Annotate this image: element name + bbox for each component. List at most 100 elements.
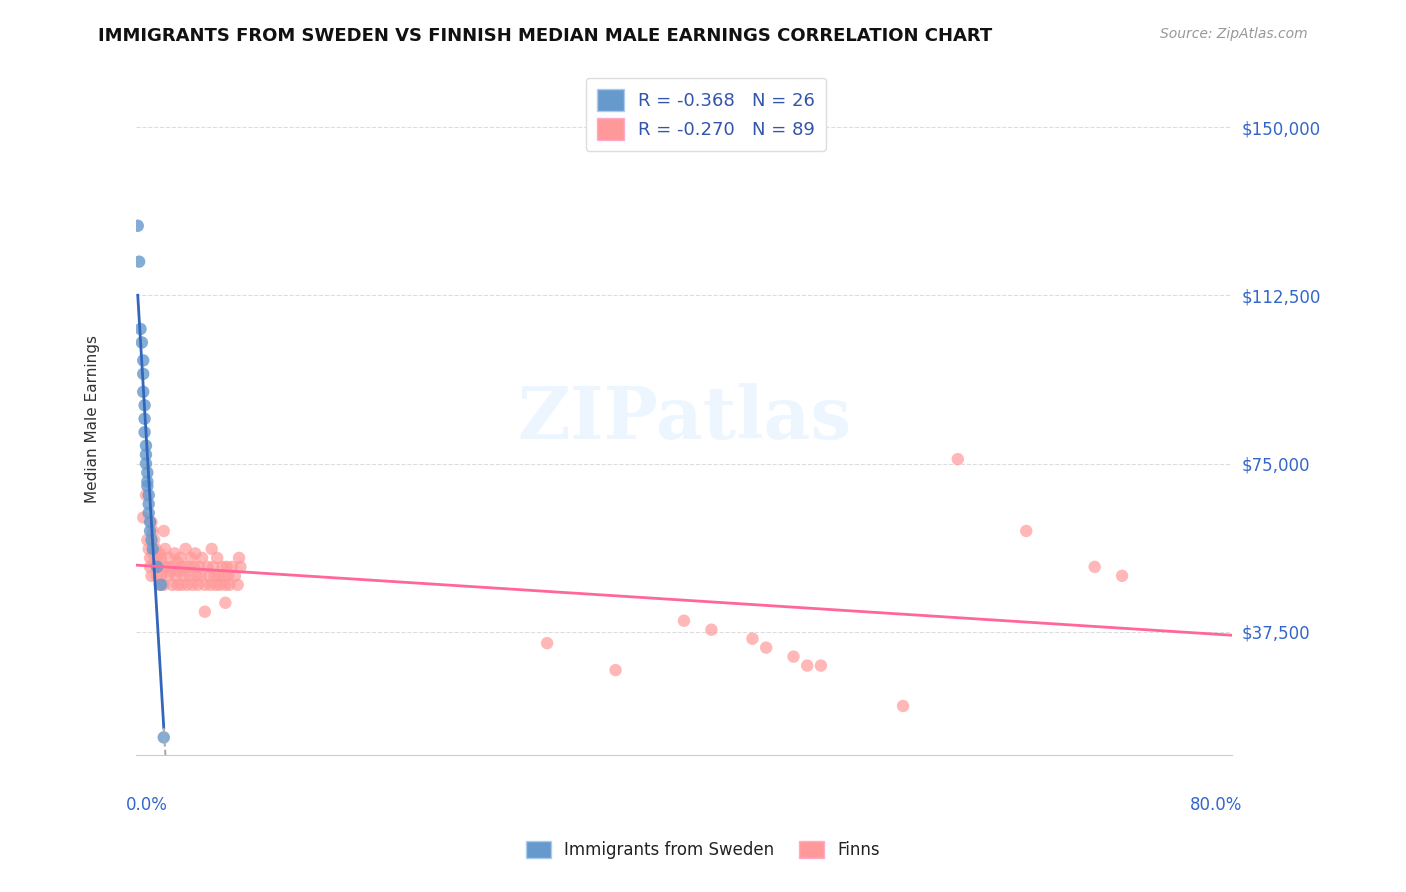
Point <box>146 559 169 574</box>
Point <box>134 398 156 412</box>
Point <box>207 569 229 583</box>
Point <box>134 411 156 425</box>
Point <box>157 550 180 565</box>
Text: Source: ZipAtlas.com: Source: ZipAtlas.com <box>1160 27 1308 41</box>
Point <box>135 457 157 471</box>
Point <box>1015 524 1038 538</box>
Point <box>138 497 160 511</box>
Point <box>181 578 204 592</box>
Point <box>176 578 198 592</box>
Point <box>153 541 176 556</box>
Point <box>165 569 187 583</box>
Text: 0.0%: 0.0% <box>125 796 167 814</box>
Point <box>204 578 226 592</box>
Point <box>755 640 778 655</box>
Point <box>179 569 201 583</box>
Point <box>214 596 236 610</box>
Point <box>605 663 627 677</box>
Point <box>782 649 804 664</box>
Point <box>211 559 233 574</box>
Point <box>194 605 217 619</box>
Point <box>215 559 238 574</box>
Point <box>136 466 159 480</box>
Point <box>136 533 159 547</box>
Text: IMMIGRANTS FROM SWEDEN VS FINNISH MEDIAN MALE EARNINGS CORRELATION CHART: IMMIGRANTS FROM SWEDEN VS FINNISH MEDIAN… <box>98 27 993 45</box>
Point <box>946 452 969 467</box>
Point <box>128 254 150 268</box>
Point <box>229 559 252 574</box>
Point <box>197 559 219 574</box>
Point <box>170 578 193 592</box>
Point <box>672 614 695 628</box>
Point <box>152 559 174 574</box>
Point <box>148 559 170 574</box>
Point <box>208 578 231 592</box>
Point <box>187 578 209 592</box>
Point <box>1111 569 1133 583</box>
Point <box>224 569 246 583</box>
Point <box>198 569 221 583</box>
Point <box>131 335 153 350</box>
Point <box>145 541 167 556</box>
Point <box>142 524 165 538</box>
Point <box>700 623 723 637</box>
Point <box>139 559 162 574</box>
Point <box>132 510 155 524</box>
Point <box>186 569 208 583</box>
Point <box>160 578 183 592</box>
Point <box>132 353 155 368</box>
Point <box>150 578 173 592</box>
Text: Median Male Earnings: Median Male Earnings <box>86 334 100 503</box>
Point <box>152 524 174 538</box>
Point <box>228 550 250 565</box>
Point <box>142 546 165 560</box>
Point <box>143 533 166 547</box>
Point <box>141 515 163 529</box>
Point <box>166 555 188 569</box>
Text: ZIPatlas: ZIPatlas <box>517 384 851 454</box>
Point <box>155 559 177 574</box>
Point <box>156 569 179 583</box>
Point <box>139 515 162 529</box>
Point <box>536 636 558 650</box>
Point <box>138 506 160 520</box>
Point <box>891 698 914 713</box>
Point <box>135 439 157 453</box>
Point <box>141 533 163 547</box>
Point <box>226 578 249 592</box>
Point <box>146 569 169 583</box>
Point <box>152 578 174 592</box>
Point <box>180 550 202 565</box>
Point <box>218 578 240 592</box>
Point <box>135 448 157 462</box>
Point <box>146 550 169 565</box>
Point <box>173 569 195 583</box>
Point <box>162 559 184 574</box>
Point <box>212 569 235 583</box>
Point <box>149 546 172 560</box>
Point <box>184 546 207 560</box>
Point <box>139 550 162 565</box>
Point <box>177 559 200 574</box>
Point <box>194 578 217 592</box>
Point <box>159 565 181 579</box>
Legend: R = -0.368   N = 26, R = -0.270   N = 89: R = -0.368 N = 26, R = -0.270 N = 89 <box>586 78 825 151</box>
Point <box>169 550 191 565</box>
Point <box>741 632 763 646</box>
Point <box>136 475 159 489</box>
Point <box>129 322 152 336</box>
Point <box>135 488 157 502</box>
Point <box>190 569 212 583</box>
Point <box>150 550 173 565</box>
Point <box>205 550 228 565</box>
Point <box>152 731 174 745</box>
Point <box>167 565 190 579</box>
Point <box>139 524 162 538</box>
Point <box>134 425 156 440</box>
Point <box>217 569 239 583</box>
Point <box>221 559 243 574</box>
Point <box>127 219 149 233</box>
Point <box>138 488 160 502</box>
Point <box>201 541 224 556</box>
Point <box>174 541 197 556</box>
